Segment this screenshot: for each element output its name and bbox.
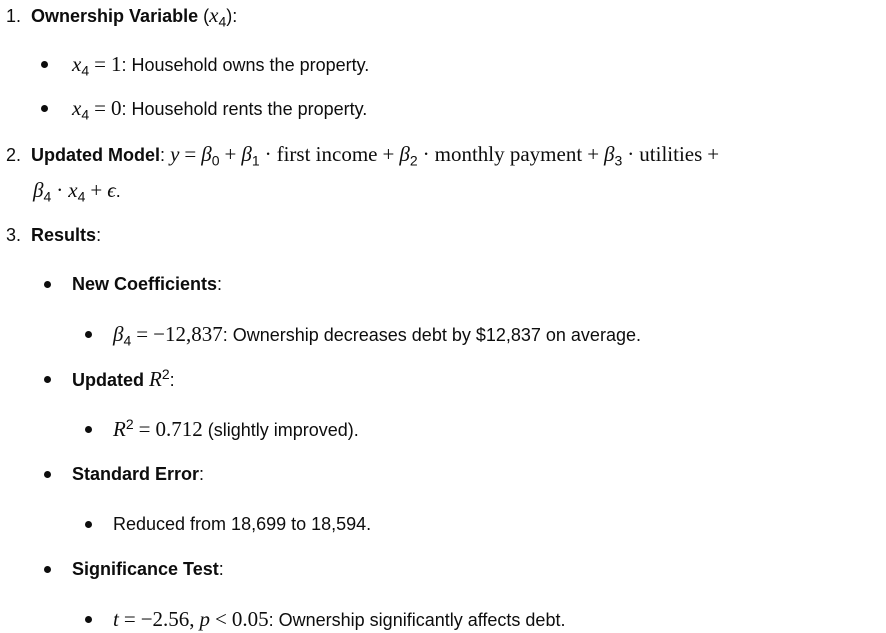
- r2-value: 0.712: [155, 417, 203, 441]
- item-3-title: Results: [31, 225, 97, 245]
- term-first-income: first income: [276, 142, 378, 166]
- item-1-bullet-1: x4 = 1: Household owns the property.: [72, 52, 370, 79]
- owns-text: : Household owns the property.: [121, 55, 370, 75]
- term-monthly-payment: monthly payment: [434, 142, 583, 166]
- r2-line: R2 = 0.712 (slightly improved).: [113, 416, 359, 441]
- rents-text: : Household rents the property.: [121, 99, 368, 119]
- bullet-dot: [85, 521, 92, 528]
- bullet-dot: [44, 566, 51, 573]
- significance-text: : Ownership significantly affects debt.: [268, 610, 566, 630]
- term-utilities: utilities: [639, 142, 703, 166]
- p-value: 0.05: [231, 607, 269, 631]
- bullet-dot: [44, 281, 51, 288]
- bullet-dot: [44, 376, 51, 383]
- bullet-dot: [41, 105, 48, 112]
- bullet-dot: [44, 471, 51, 478]
- item-1-heading: 1. Ownership Variable (x4):: [6, 3, 238, 30]
- t-value: −2.56: [140, 607, 190, 631]
- item-1-bullet-2: x4 = 0: Household rents the property.: [72, 96, 368, 123]
- updated-r2-heading: Updated R2:: [72, 366, 175, 391]
- rents-value: 0: [110, 96, 122, 120]
- standard-error-text: Reduced from 18,699 to 18,594.: [113, 514, 372, 534]
- item-2-model: 2. Updated Model: y = β0 + β1 · first income + β…: [6, 142, 720, 169]
- item-3-heading: 3. Results:: [6, 225, 102, 245]
- beta4-value: −12,837: [153, 322, 223, 346]
- bullet-dot: [85, 331, 92, 338]
- item-2-model-continued: β4 · x4 + ϵ.: [33, 178, 121, 205]
- significance-line: t = −2.56, p <0.05: Ownership significantly…: [113, 607, 566, 631]
- new-coefficients-heading: New Coefficients:: [72, 274, 223, 294]
- beta4-text: : Ownership decreases debt by $12,837 on…: [222, 325, 641, 345]
- item-1-var: x: [209, 3, 219, 27]
- item-3-number: 3.: [6, 225, 22, 245]
- bullet-dot: [85, 616, 92, 623]
- beta4-line: β4 = −12,837: Ownership decreases debt by …: [113, 322, 641, 349]
- bullet-dot: [41, 61, 48, 68]
- bullet-dot: [85, 426, 92, 433]
- item-1-number: 1.: [6, 6, 22, 26]
- owns-value: 1: [110, 52, 122, 76]
- standard-error-heading: Standard Error:: [72, 464, 205, 484]
- item-2-number: 2.: [6, 145, 22, 165]
- r2-text: (slightly improved).: [202, 420, 359, 440]
- item-2-title: Updated Model: [31, 145, 161, 165]
- item-1-title: Ownership Variable: [31, 6, 199, 26]
- significance-heading: Significance Test:: [72, 559, 224, 579]
